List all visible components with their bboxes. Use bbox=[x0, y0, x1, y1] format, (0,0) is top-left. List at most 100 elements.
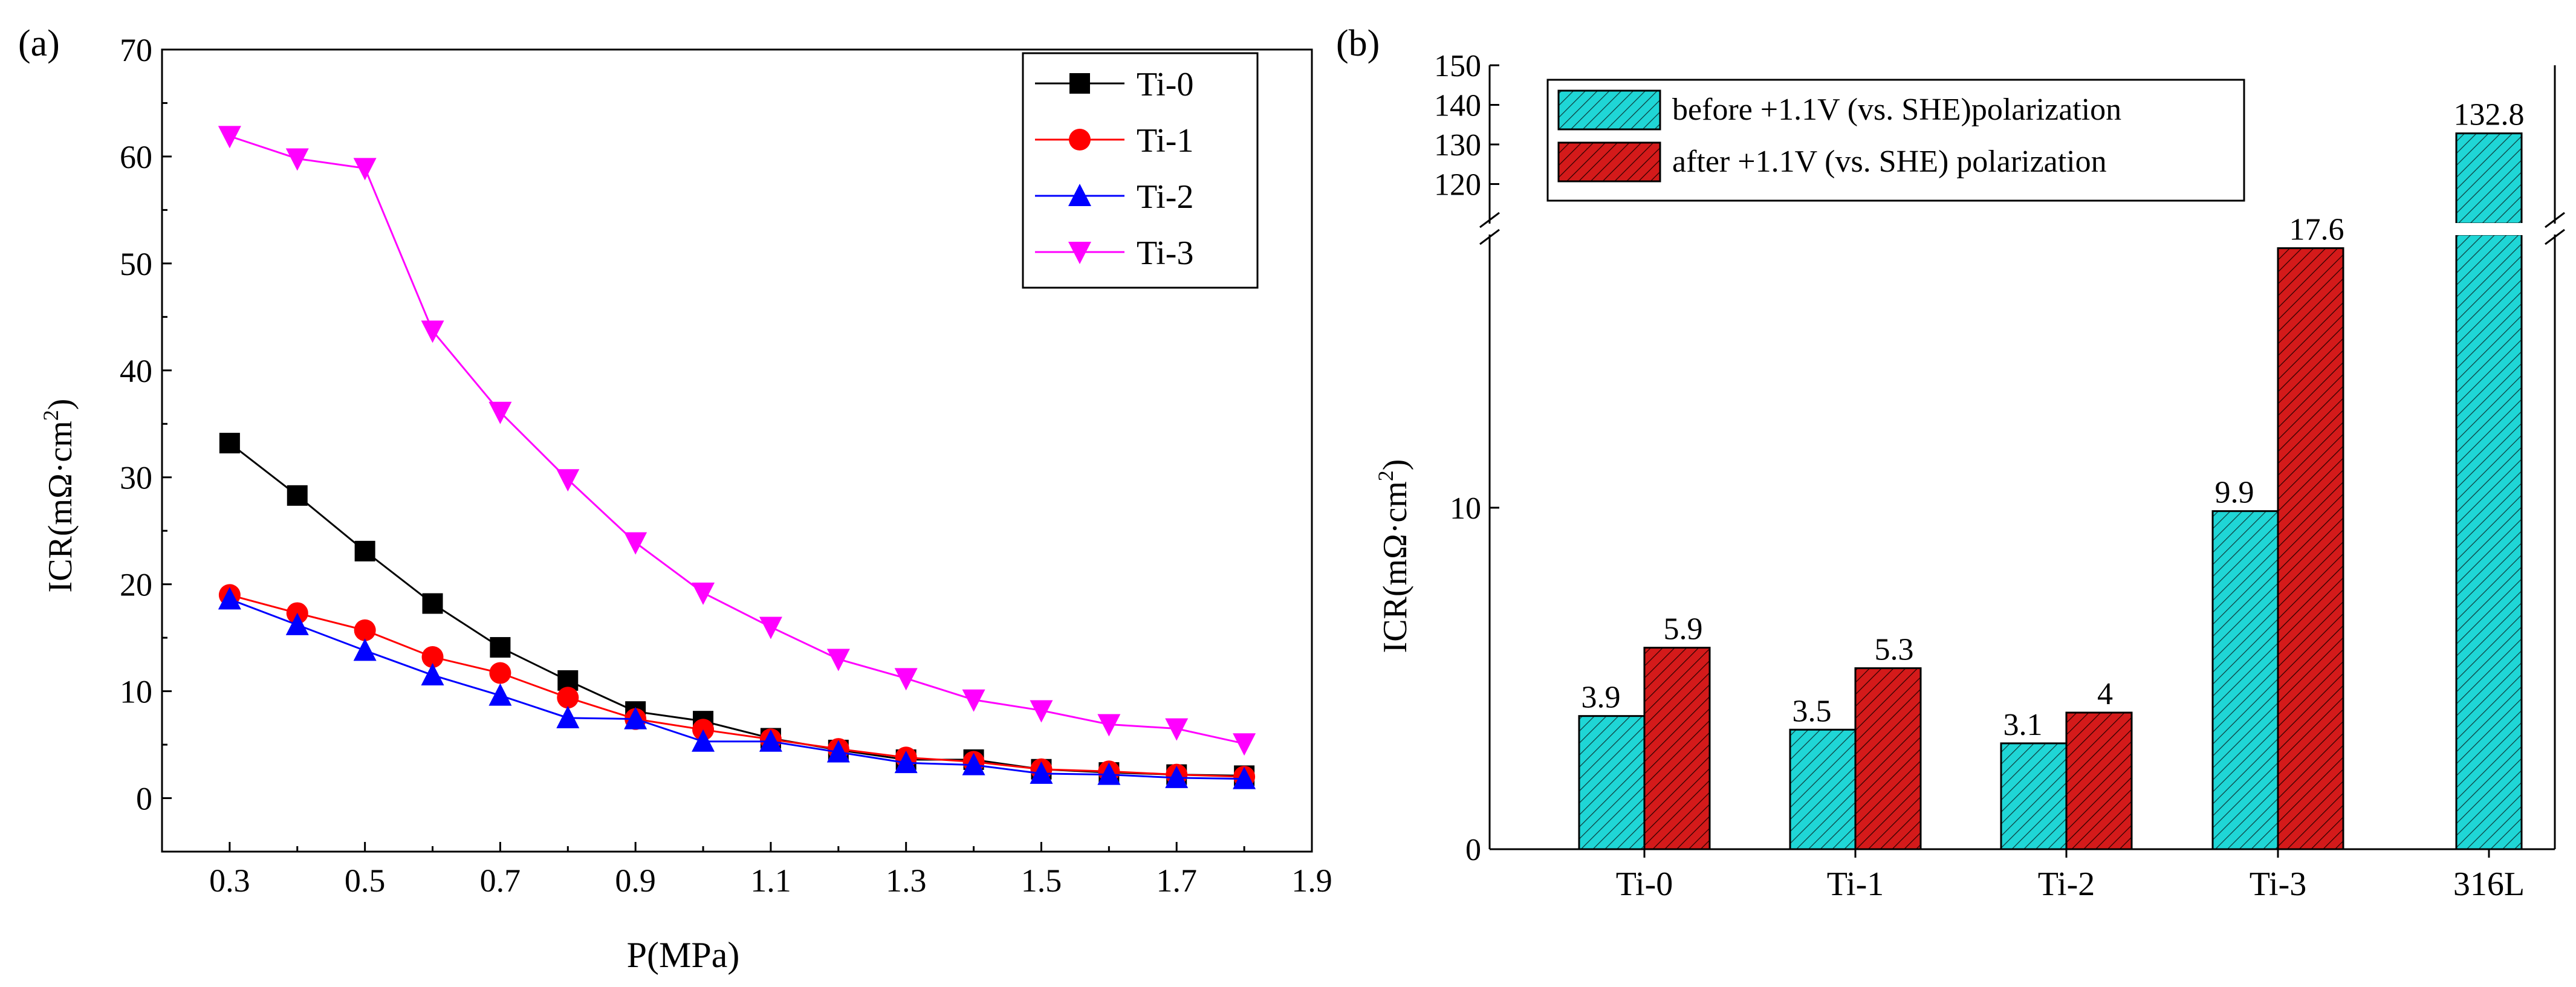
bar-ti-0-before bbox=[1578, 715, 1646, 850]
bar-ti-0-after bbox=[1643, 647, 1711, 850]
panel-a-legend: Ti-0 Ti-1 Ti-2 Ti-3 bbox=[1022, 52, 1259, 289]
series-ti-2-point bbox=[1097, 762, 1121, 785]
series-ti-2-point bbox=[1165, 765, 1189, 788]
bar-ti-2-after bbox=[2065, 711, 2133, 850]
legend-ti-2-label: Ti-2 bbox=[1137, 178, 1193, 216]
series-ti-3-line bbox=[229, 135, 1245, 745]
series-ti-1-point bbox=[354, 619, 376, 641]
legend-ti-0-label: Ti-0 bbox=[1137, 66, 1193, 103]
panel-b-label: (b) bbox=[1336, 23, 1380, 64]
x-tick-label-ti-1: Ti-1 bbox=[1827, 866, 1884, 903]
panel-a-label: (a) bbox=[18, 23, 60, 64]
series-ti-2-point bbox=[962, 752, 985, 775]
bar-316l-before-break-gap bbox=[2454, 223, 2524, 235]
series-ti-2-point bbox=[488, 683, 512, 706]
bar-ti-1-before-value-label: 3.5 bbox=[1792, 694, 1832, 728]
x-tick-label-ti-3: Ti-3 bbox=[2250, 866, 2306, 903]
x-tick-label: 1.1 bbox=[750, 862, 791, 899]
panel-b-legend-box bbox=[1546, 79, 2245, 202]
panel-a-y-axis-label: ICR(mΩ·cm2) bbox=[39, 399, 79, 593]
legend-ti-1-marker bbox=[1069, 129, 1091, 150]
legend-after-swatch bbox=[1557, 141, 1661, 183]
x-tick-label: 0.5 bbox=[345, 862, 386, 899]
y-tick-label: 0 bbox=[136, 781, 152, 817]
bar-316l-before-value-label: 132.8 bbox=[2454, 98, 2525, 132]
y-tick-label: 50 bbox=[120, 246, 152, 282]
x-tick-label-316l: 316L bbox=[2453, 866, 2525, 903]
bar-ti-2-after-value-label: 4 bbox=[2097, 677, 2113, 711]
series-ti-1-point bbox=[557, 687, 579, 709]
series-ti-2-point bbox=[894, 751, 918, 774]
series-ti-3-point bbox=[962, 689, 985, 712]
bar-ti-3-before-value-label: 9.9 bbox=[2215, 476, 2254, 510]
series-ti-3-point bbox=[353, 158, 377, 181]
panel-b-y-axis-label: ICR(mΩ·cm2) bbox=[1374, 459, 1414, 653]
series-ti-3-point bbox=[759, 616, 782, 639]
panel-b-x-axis: Ti-0 Ti-1 Ti-2 Ti-3 316L bbox=[1616, 849, 2525, 903]
y-tick-label: 70 bbox=[120, 32, 152, 68]
legend-before-swatch bbox=[1557, 89, 1661, 131]
bar-ti-0-before-value-label: 3.9 bbox=[1582, 681, 1621, 715]
bar-ti-3-after bbox=[2277, 247, 2344, 850]
panel-b-legend: before +1.1V (vs. SHE)polarization after … bbox=[1546, 79, 2245, 202]
series-ti-0-point bbox=[422, 593, 443, 614]
y-tick-label-lower: 0 bbox=[1465, 833, 1481, 867]
series-ti-1-point bbox=[421, 646, 444, 668]
axis-break-right bbox=[2545, 228, 2565, 245]
series-ti-2-point bbox=[692, 729, 715, 752]
legend-ti-2-marker bbox=[1068, 184, 1091, 206]
x-tick-label: 1.3 bbox=[886, 862, 927, 899]
series-ti-3-point bbox=[1233, 733, 1256, 756]
panel-a-x-axis-label: P(MPa) bbox=[627, 935, 740, 975]
x-tick-label: 0.9 bbox=[615, 862, 656, 899]
series-ti-2-point bbox=[353, 638, 377, 661]
y-tick-label: 10 bbox=[120, 674, 152, 710]
panel-a-y-axis: 0 10 20 30 40 50 60 70 bbox=[120, 32, 172, 817]
series-ti-3-point bbox=[624, 532, 647, 555]
series-ti-2-line bbox=[229, 598, 1245, 780]
x-tick-label-ti-0: Ti-0 bbox=[1616, 866, 1673, 903]
panel-a-x-axis: 0.3 0.5 0.7 0.9 1.1 1.3 1.5 1.7 1.9 bbox=[161, 842, 1332, 899]
series-ti-2-point bbox=[1233, 766, 1256, 789]
axis-break-right bbox=[2545, 212, 2565, 228]
legend-after-label: after +1.1V (vs. SHE) polarization bbox=[1672, 144, 2107, 179]
axis-break-left bbox=[1479, 228, 1500, 245]
bar-ti-3-after-value-label: 17.6 bbox=[2289, 213, 2344, 247]
y-tick-label-lower: 10 bbox=[1450, 491, 1481, 526]
y-tick-label: 30 bbox=[120, 460, 152, 496]
series-ti-1-line bbox=[229, 594, 1245, 778]
series-ti-0-point bbox=[490, 637, 511, 658]
series-ti-2-point bbox=[624, 707, 647, 730]
series-ti-3-point bbox=[894, 668, 918, 691]
series-ti-3-point bbox=[692, 582, 715, 605]
bar-ti-0-after-value-label: 5.9 bbox=[1664, 612, 1703, 647]
y-tick-label-upper: 120 bbox=[1434, 168, 1481, 202]
bar-ti-2-before-value-label: 3.1 bbox=[2003, 708, 2043, 742]
series-ti-3-point bbox=[285, 148, 309, 171]
series-ti-3-point bbox=[488, 401, 512, 424]
series-ti-3-point bbox=[421, 320, 444, 343]
bar-ti-1-after bbox=[1854, 667, 1922, 850]
series-ti-2-point bbox=[285, 612, 309, 635]
series-ti-3-point bbox=[826, 649, 850, 671]
legend-ti-0-marker bbox=[1069, 73, 1090, 94]
series-ti-3-point bbox=[1030, 700, 1053, 723]
x-tick-label: 0.3 bbox=[209, 862, 250, 899]
series-ti-2-point bbox=[556, 705, 580, 728]
bar-316l-before-lower bbox=[2455, 233, 2523, 850]
series-ti-1-point bbox=[489, 662, 511, 684]
panel-b-bars: 3.9 5.9 3.5 5.3 3.1 4 9.9 17.6 132.8 bbox=[1578, 98, 2525, 850]
x-tick-label: 1.5 bbox=[1021, 862, 1062, 899]
series-ti-3-point bbox=[218, 126, 241, 149]
bar-ti-2-before bbox=[2000, 742, 2068, 850]
y-tick-label: 60 bbox=[120, 139, 152, 175]
series-ti-3-point bbox=[1097, 714, 1121, 737]
bar-316l-before-upper bbox=[2455, 132, 2523, 225]
panel-b-y-axis: 120 130 140 150 0 10 bbox=[1434, 49, 1499, 867]
y-tick-label-upper: 130 bbox=[1434, 128, 1481, 163]
panel-a-line-chart: (a) 0 10 20 30 40 50 60 70 0.3 0.5 0.7 0.9 1.1 1.3 1.… bbox=[18, 23, 1332, 975]
series-ti-0-point bbox=[219, 433, 240, 454]
series-ti-2-point bbox=[218, 587, 241, 610]
series-ti-0-point bbox=[287, 485, 308, 506]
